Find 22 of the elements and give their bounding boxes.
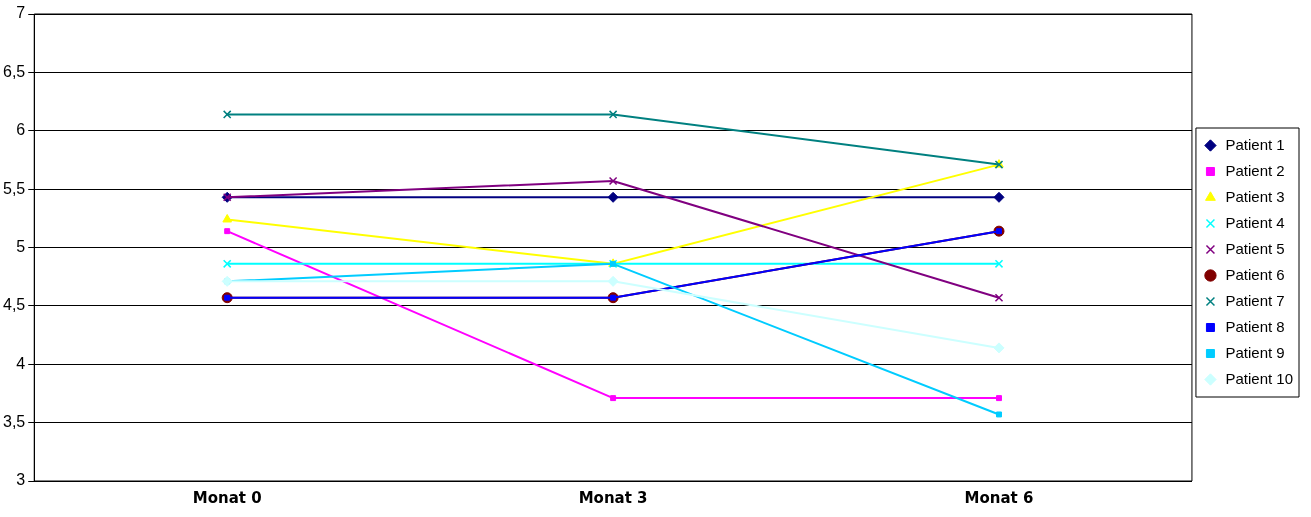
y-tick-label: 7 bbox=[16, 4, 26, 22]
legend-label: Patient 9 bbox=[1225, 343, 1285, 361]
y-tick-label: 4,5 bbox=[2, 296, 26, 314]
legend-label: Patient 2 bbox=[1225, 161, 1285, 179]
legend-label: Patient 7 bbox=[1225, 291, 1285, 309]
legend-label: Patient 3 bbox=[1225, 187, 1285, 205]
x-tick-label: Monat 0 bbox=[192, 488, 262, 507]
legend-label: Patient 10 bbox=[1225, 369, 1294, 387]
x-tick-label: Monat 6 bbox=[964, 488, 1034, 507]
y-tick-label: 5 bbox=[16, 237, 26, 255]
legend-label: Patient 6 bbox=[1225, 265, 1285, 283]
y-tick-label: 5,5 bbox=[2, 179, 26, 197]
y-tick-label: 4 bbox=[16, 354, 26, 372]
legend-label: Patient 4 bbox=[1225, 213, 1285, 231]
legend-label: Patient 5 bbox=[1225, 239, 1285, 257]
y-tick-label: 3,5 bbox=[2, 413, 26, 431]
y-tick-label: 6 bbox=[16, 121, 26, 139]
y-tick-label: 3 bbox=[16, 471, 26, 489]
legend-label: Patient 8 bbox=[1225, 317, 1285, 335]
legend-label: Patient 1 bbox=[1225, 135, 1285, 153]
x-tick-label: Monat 3 bbox=[578, 488, 648, 507]
y-tick-label: 6,5 bbox=[2, 62, 26, 80]
